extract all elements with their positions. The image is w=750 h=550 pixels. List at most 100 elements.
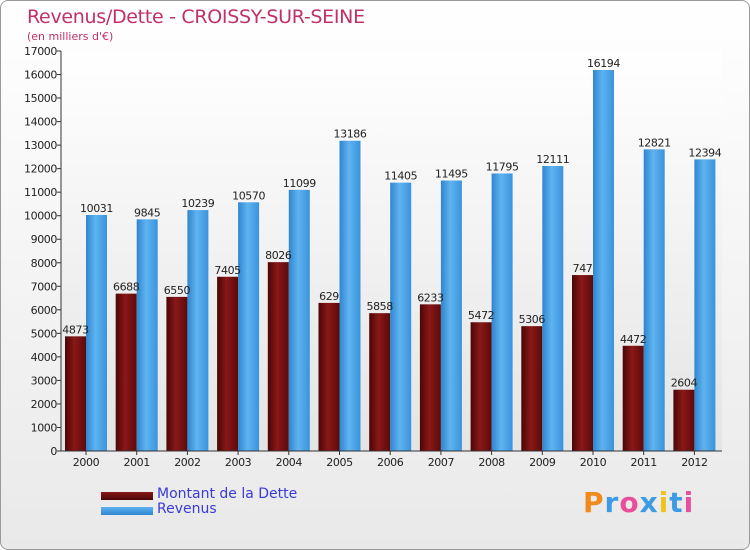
data-label-revenus: 10239	[181, 197, 214, 210]
bar-dette	[673, 389, 695, 451]
data-label-dette: 5472	[468, 309, 494, 322]
bar-dette	[622, 345, 644, 451]
bar-dette	[217, 276, 239, 451]
bar-revenus	[643, 149, 665, 451]
y-tick-label: 13000	[24, 139, 57, 152]
data-label-dette: 2604	[671, 377, 698, 390]
x-tick-label: 2006	[377, 456, 404, 469]
y-tick-label: 8000	[31, 257, 58, 270]
y-tick-label: 5000	[31, 327, 58, 340]
x-tick-label: 2001	[123, 456, 149, 469]
data-label-dette: 4472	[620, 333, 646, 346]
data-label-dette: 629	[319, 290, 339, 303]
bar-revenus	[187, 210, 209, 451]
y-tick-label: 17000	[24, 45, 57, 58]
legend-label-dette: Montant de la Dette	[157, 486, 298, 502]
bar-revenus	[440, 180, 462, 451]
data-label-revenus: 11099	[283, 177, 316, 190]
x-tick-label: 2010	[580, 456, 607, 469]
x-tick-label: 2012	[681, 456, 707, 469]
logo-letter: i	[683, 486, 695, 519]
y-tick-label: 15000	[24, 92, 57, 105]
legend-swatch-dette	[101, 492, 153, 500]
bar-dette	[419, 304, 441, 451]
bar-dette	[572, 275, 593, 451]
bar-dette	[166, 296, 188, 451]
data-label-revenus: 10031	[80, 202, 113, 215]
data-label-revenus: 12394	[688, 146, 721, 159]
bar-revenus	[288, 189, 310, 452]
x-tick-label: 2011	[630, 456, 656, 469]
data-label-dette: 747	[573, 262, 593, 275]
y-tick-label: 4000	[31, 351, 58, 364]
bar-dette	[267, 262, 289, 451]
data-label-revenus: 12111	[536, 153, 569, 166]
x-tick-label: 2008	[478, 456, 505, 469]
bar-dette	[521, 326, 543, 451]
y-tick-label: 7000	[31, 280, 58, 293]
data-label-revenus: 11795	[486, 160, 519, 173]
y-tick-label: 12000	[24, 163, 57, 176]
y-tick-label: 2000	[31, 398, 58, 411]
legend-swatch-revenus	[101, 507, 153, 515]
x-tick-label: 2009	[529, 456, 556, 469]
proxiti-logo: Proxiti	[583, 486, 694, 519]
chart-title: Revenus/Dette - CROISSY-SUR-SEINE	[27, 6, 365, 28]
y-tick-label: 14000	[24, 116, 57, 129]
x-tick-label: 2002	[174, 456, 200, 469]
bar-dette	[470, 322, 492, 451]
bar-revenus	[593, 69, 614, 451]
data-label-revenus: 12821	[638, 136, 671, 149]
data-label-revenus: 16194	[587, 57, 620, 70]
x-tick-label: 2004	[276, 456, 303, 469]
x-tick-label: 2000	[73, 456, 100, 469]
bar-dette	[65, 336, 86, 451]
data-label-dette: 7405	[214, 264, 241, 277]
y-tick-label: 10000	[24, 210, 57, 223]
data-label-revenus: 13186	[334, 128, 367, 141]
logo-letter: r	[604, 486, 620, 519]
y-tick-label: 3000	[31, 374, 58, 387]
data-label-revenus: 11405	[384, 170, 417, 183]
bar-revenus	[542, 166, 564, 452]
data-label-dette: 4873	[62, 323, 89, 336]
legend-label-revenus: Revenus	[157, 501, 217, 517]
bar-revenus	[390, 182, 412, 451]
bar-dette	[115, 293, 137, 451]
logo-letter: t	[669, 486, 684, 519]
bar-revenus	[238, 202, 260, 451]
y-tick-label: 16000	[24, 69, 57, 82]
bar-dette	[318, 302, 340, 451]
logo-letter: x	[639, 486, 659, 519]
bar-dette	[369, 313, 391, 451]
y-tick-label: 1000	[31, 421, 58, 434]
data-label-dette: 5858	[366, 300, 393, 313]
x-tick-label: 2007	[428, 456, 455, 469]
logo-letter: o	[619, 486, 640, 519]
y-tick-label: 9000	[31, 233, 58, 246]
bar-revenus	[136, 219, 158, 451]
data-label-dette: 6688	[113, 281, 140, 294]
x-axis: 2000 2001 2002 2003 2004 2005 2006 2007 2008 2009…	[61, 450, 722, 469]
x-tick-label: 2005	[326, 456, 353, 469]
data-label-revenus: 9845	[134, 206, 161, 219]
data-label-revenus: 11495	[435, 168, 468, 181]
logo-letter: P	[583, 486, 605, 519]
bars	[65, 69, 716, 452]
data-label-dette: 5306	[519, 313, 546, 326]
data-label-dette: 8026	[265, 249, 292, 262]
bar-revenus	[694, 159, 716, 451]
y-tick-label: 0	[50, 445, 57, 458]
data-labels: 4873 10031 6688 9845 6550 10239 7405 10570 8026 1…	[62, 57, 722, 390]
bar-revenus	[491, 173, 513, 451]
y-tick-label: 11000	[24, 186, 57, 199]
y-axis: 0 1000 2000 3000 4000 5000 6000 7000 8000 9000 100…	[24, 45, 62, 458]
bar-revenus	[339, 140, 361, 451]
x-tick-label: 2003	[225, 456, 252, 469]
data-label-revenus: 10570	[232, 189, 265, 202]
y-tick-label: 6000	[31, 304, 58, 317]
data-label-dette: 6550	[164, 284, 191, 297]
bar-revenus	[86, 214, 107, 451]
